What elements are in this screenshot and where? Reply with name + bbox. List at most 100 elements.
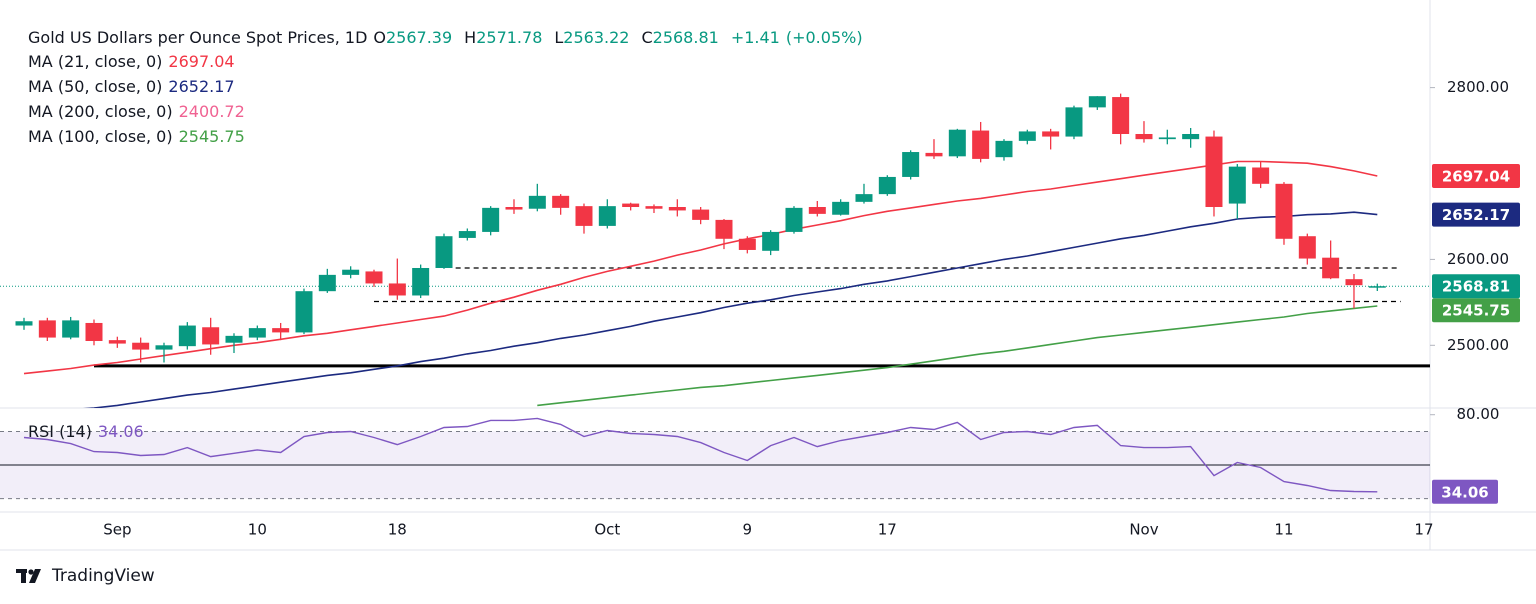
- rsi-line: [23, 417, 1378, 493]
- ohlc-value: 2563.22: [563, 28, 630, 47]
- candle-body: [365, 271, 383, 284]
- candle-body: [1112, 97, 1130, 134]
- price-label: 2652.17: [1442, 206, 1510, 224]
- rsi-name: RSI (14): [28, 422, 92, 441]
- candle-body: [108, 340, 126, 344]
- candle-body: [878, 176, 896, 195]
- candle-body: [1298, 236, 1316, 259]
- ohlc-item: H2571.78: [464, 28, 548, 47]
- ma-value: 2545.75: [178, 127, 245, 146]
- price-label-box: [1432, 298, 1520, 323]
- candle-body: [225, 335, 243, 343]
- candle-body: [808, 207, 826, 214]
- candle-body: [552, 195, 570, 208]
- candle-body: [1182, 133, 1200, 140]
- ma-value: 2697.04: [168, 52, 235, 71]
- footer: TradingView: [16, 566, 155, 586]
- candle-body: [1065, 107, 1083, 137]
- candle-body: [1345, 279, 1363, 286]
- candle-body: [248, 328, 266, 338]
- ohlc-item: C2568.81: [641, 28, 724, 47]
- x-tick-label: 9: [743, 521, 753, 539]
- candle-body: [318, 274, 336, 292]
- candle-body: [902, 152, 920, 177]
- rsi-label: 34.06: [1441, 483, 1488, 501]
- ohlc-letter: O: [373, 28, 386, 47]
- candle-body: [1088, 96, 1106, 108]
- ohlc-value: 2568.81: [652, 28, 719, 47]
- brand-logo: [16, 569, 41, 583]
- candle-body: [388, 283, 406, 296]
- candle-body: [272, 328, 290, 333]
- candle-body: [668, 207, 686, 211]
- candle-body: [1322, 257, 1340, 279]
- rsi-legend: RSI (14) 34.06: [28, 422, 150, 441]
- ohlc-letter: H: [464, 28, 477, 47]
- candle-body: [948, 129, 966, 157]
- ohlc-value: 2567.39: [386, 28, 453, 47]
- x-tick-label: 11: [1274, 521, 1293, 539]
- header-legend: Gold US Dollars per Ounce Spot Prices, 1…: [28, 28, 869, 47]
- ma-name: MA (200, close, 0): [28, 102, 173, 121]
- y-tick-label: 2800.00: [1447, 78, 1509, 96]
- price-label-box: [1432, 274, 1520, 299]
- main-pane: [15, 93, 1430, 408]
- candle-body: [1018, 131, 1036, 141]
- candle-body: [1135, 133, 1153, 140]
- ohlc-item: L2563.22: [554, 28, 635, 47]
- ma-legend-row: MA (200, close, 0) 2400.72: [28, 102, 251, 127]
- candle-body: [855, 194, 873, 202]
- candle-body: [505, 207, 523, 210]
- candle-body: [1205, 136, 1223, 208]
- ma-line: [537, 305, 1378, 407]
- price-label: 2568.81: [1442, 278, 1510, 296]
- x-tick-label: 10: [248, 521, 267, 539]
- candle-body: [1228, 166, 1246, 204]
- ohlc-letter: L: [554, 28, 564, 47]
- y-tick-label: 2500.00: [1447, 336, 1509, 354]
- rsi-label-box: [1432, 479, 1498, 504]
- candle-body: [202, 327, 220, 345]
- candle-body: [995, 140, 1013, 158]
- candle-body: [1042, 131, 1060, 137]
- candle-body: [1158, 137, 1176, 140]
- brand-name: TradingView: [52, 566, 155, 586]
- ohlc-value: 2571.78: [476, 28, 543, 47]
- price-label-box: [1432, 202, 1520, 227]
- candle-body: [972, 130, 990, 159]
- ma-legend-row: MA (21, close, 0) 2697.04: [28, 52, 251, 77]
- candle-body: [762, 231, 780, 251]
- candle-body: [645, 206, 663, 209]
- ma-value: 2400.72: [178, 102, 245, 121]
- ma-name: MA (21, close, 0): [28, 52, 163, 71]
- candle-body: [155, 345, 173, 350]
- candle-body: [598, 206, 616, 226]
- ma-name: MA (50, close, 0): [28, 77, 163, 96]
- candle-body: [482, 207, 500, 232]
- ma-line: [23, 160, 1378, 375]
- candle-body: [785, 207, 803, 232]
- price-label: 2697.04: [1442, 168, 1510, 186]
- price-label-box: [1432, 164, 1520, 189]
- x-tick-label: 17: [1414, 521, 1433, 539]
- ma-value: 2652.17: [168, 77, 235, 96]
- candle-body: [575, 206, 593, 226]
- chart-title: Gold US Dollars per Ounce Spot Prices, 1…: [28, 28, 368, 47]
- candle-body: [435, 236, 453, 268]
- ma-legend: MA (21, close, 0) 2697.04 MA (50, close, 0…: [28, 52, 251, 152]
- candle-body: [832, 201, 850, 215]
- x-tick-label: Sep: [103, 521, 131, 539]
- ma-name: MA (100, close, 0): [28, 127, 173, 146]
- ma-legend-row: MA (100, close, 0) 2545.75: [28, 127, 251, 152]
- candle-body: [38, 320, 56, 338]
- candle-body: [342, 269, 360, 275]
- candle-body: [412, 267, 430, 296]
- candle-body: [622, 203, 640, 208]
- x-tick-label: Oct: [594, 521, 620, 539]
- x-tick-label: Nov: [1129, 521, 1158, 539]
- candle-body: [85, 322, 103, 342]
- x-tick-label: 18: [388, 521, 407, 539]
- ohlc-letter: C: [641, 28, 653, 47]
